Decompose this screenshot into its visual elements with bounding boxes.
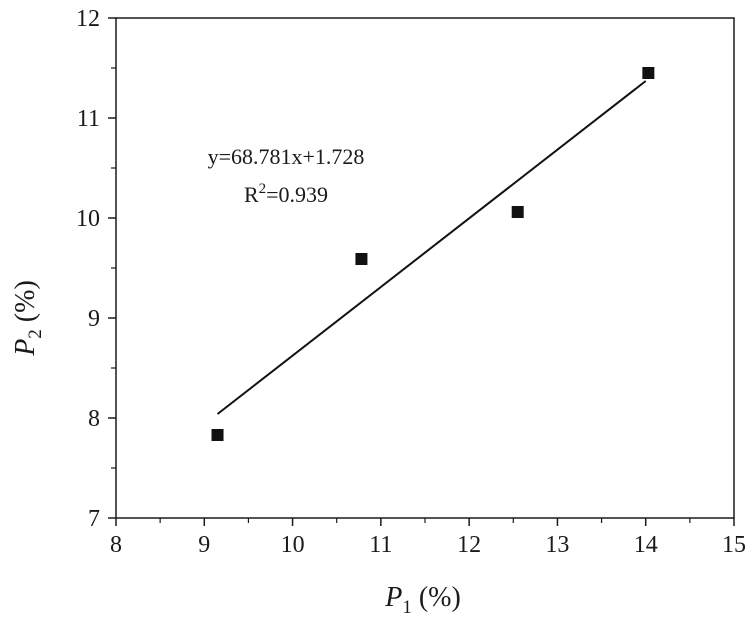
x-tick-label: 9 bbox=[198, 532, 210, 558]
x-tick-label: 11 bbox=[369, 532, 392, 558]
y-tick-label: 8 bbox=[88, 406, 100, 432]
y-tick-label: 11 bbox=[77, 106, 100, 132]
x-tick-label: 13 bbox=[545, 532, 569, 558]
x-tick-label: 8 bbox=[110, 532, 122, 558]
data-point bbox=[355, 253, 368, 265]
y-axis-title: P2 (%) bbox=[10, 280, 46, 357]
regression-line bbox=[216, 80, 647, 415]
x-tick-label: 12 bbox=[457, 532, 481, 558]
x-tick-label: 14 bbox=[634, 532, 658, 558]
data-point bbox=[511, 206, 524, 218]
x-tick-label: 15 bbox=[722, 532, 746, 558]
data-point bbox=[642, 67, 655, 79]
axis-ticks bbox=[108, 17, 735, 526]
y-tick-label: 12 bbox=[76, 6, 100, 32]
data-point bbox=[211, 429, 224, 441]
data-points bbox=[211, 67, 655, 441]
y-tick-label: 10 bbox=[76, 206, 100, 232]
y-tick-label: 9 bbox=[88, 306, 100, 332]
y-tick-label: 7 bbox=[88, 506, 100, 532]
plot-frame bbox=[115, 17, 735, 519]
x-tick-label: 10 bbox=[281, 532, 305, 558]
r-squared-annotation: R2=0.939 bbox=[244, 181, 328, 207]
x-axis-title: P1 (%) bbox=[384, 582, 461, 618]
equation-annotation: y=68.781x+1.728 bbox=[208, 144, 365, 169]
